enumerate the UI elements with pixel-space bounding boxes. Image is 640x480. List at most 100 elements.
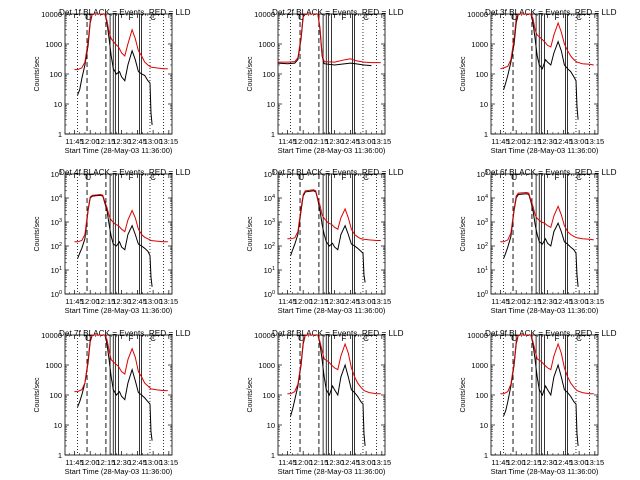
y-tick-label: 100 — [49, 70, 62, 79]
x-axis-label: Start Time (28-May-03 11:36:00) — [278, 467, 386, 476]
y-tick-label: 10 — [480, 421, 488, 430]
x-tick-label: 13:00 — [570, 137, 589, 146]
x-tick-label: 13:00 — [144, 137, 163, 146]
x-tick-label: 12:30 — [112, 458, 131, 467]
y-tick-label: 103 — [477, 218, 488, 227]
x-tick-label: 12:45 — [341, 137, 360, 146]
y-tick-label: 10000 — [254, 10, 275, 19]
y-tick-label: 100 — [477, 290, 488, 299]
x-tick-label: 12:15 — [523, 137, 542, 146]
y-tick-label: 1 — [58, 130, 62, 139]
x-tick-label: 11:45 — [278, 297, 296, 306]
plot-title: Det 6f BLACK = Events, RED = LLD — [485, 168, 617, 177]
x-axis-label: Start Time (28-May-03 11:36:00) — [278, 146, 386, 155]
attenuator-annotation: F — [342, 334, 347, 343]
y-tick-label: 1000 — [45, 361, 62, 370]
x-axis-label: Start Time (28-May-03 11:36:00) — [491, 467, 599, 476]
attenuator-annotation: C — [576, 334, 582, 343]
attenuator-annotation: C — [85, 173, 91, 182]
series-line-lld — [74, 193, 168, 243]
y-tick-label: 103 — [51, 218, 62, 227]
attenuator-annotation: C — [363, 173, 369, 182]
x-tick-label: 12:45 — [554, 458, 573, 467]
y-axis-label: Counts/sec — [460, 377, 467, 413]
x-tick-label: 12:00 — [81, 458, 100, 467]
x-axis-label: Start Time (28-May-03 11:36:00) — [65, 146, 173, 155]
plot-title: Det 4f BLACK = Events, RED = LLD — [59, 168, 191, 177]
attenuator-annotation: F — [342, 173, 347, 182]
y-axis-label: Counts/sec — [34, 216, 41, 252]
x-tick-label: 12:30 — [538, 137, 557, 146]
y-tick-label: 10000 — [41, 331, 62, 340]
series-line-lld — [287, 189, 381, 241]
x-tick-label: 12:45 — [554, 297, 573, 306]
attenuator-annotation: C — [511, 173, 517, 182]
attenuator-annotation: C — [363, 334, 369, 343]
subplot-det-2: Det 2f BLACK = Events, RED = LLD 1 10 100 10… — [247, 8, 404, 155]
x-tick-label: 12:45 — [128, 458, 147, 467]
x-tick-label: 11:45 — [278, 458, 296, 467]
x-tick-label: 13:00 — [570, 297, 589, 306]
plot-title: Det 3f BLACK = Events, RED = LLD — [485, 8, 617, 17]
attenuator-annotation: C — [85, 334, 91, 343]
x-tick-label: 13:15 — [372, 458, 391, 467]
x-tick-label: 11:45 — [65, 137, 83, 146]
y-tick-label: 100 — [49, 391, 62, 400]
y-axis-label: Counts/sec — [34, 56, 41, 92]
x-tick-label: 13:00 — [357, 458, 376, 467]
x-tick-label: 13:15 — [585, 458, 604, 467]
subplot-det-1: Det 1f BLACK = Events, RED = LLD 1 10 100 10… — [34, 8, 191, 155]
y-axis-label: Counts/sec — [460, 56, 467, 92]
y-tick-label: 103 — [264, 218, 275, 227]
x-tick-label: 11:45 — [491, 458, 509, 467]
x-tick-label: 12:00 — [507, 458, 526, 467]
y-tick-label: 10000 — [254, 331, 275, 340]
x-tick-label: 12:30 — [325, 458, 344, 467]
x-tick-label: 12:00 — [507, 297, 526, 306]
attenuator-annotation: C — [150, 13, 156, 22]
y-tick-label: 102 — [51, 242, 62, 251]
attenuator-annotation: C — [576, 13, 582, 22]
x-tick-label: 13:15 — [159, 137, 178, 146]
x-tick-label: 12:00 — [294, 297, 313, 306]
y-axis-label: Counts/sec — [34, 377, 41, 413]
y-tick-label: 10000 — [467, 10, 488, 19]
x-tick-label: 12:30 — [538, 297, 557, 306]
y-tick-label: 1 — [484, 130, 488, 139]
x-tick-label: 12:00 — [81, 297, 100, 306]
y-tick-label: 1000 — [45, 40, 62, 49]
subplot-det-9: Det 9f BLACK = Events, RED = LLD 1 10 100 10… — [460, 329, 617, 476]
x-tick-label: 11:45 — [65, 458, 83, 467]
x-tick-label: 12:15 — [97, 137, 116, 146]
attenuator-annotation: F — [129, 13, 134, 22]
x-tick-label: 13:15 — [585, 137, 604, 146]
series-line-events — [77, 194, 153, 287]
series-line-events — [503, 13, 579, 120]
x-tick-label: 12:45 — [554, 137, 573, 146]
y-tick-label: 1 — [58, 451, 62, 460]
subplot-det-3: Det 3f BLACK = Events, RED = LLD 1 10 100 10… — [460, 8, 617, 155]
plot-title: Det 9f BLACK = Events, RED = LLD — [485, 329, 617, 338]
x-tick-label: 12:15 — [523, 458, 542, 467]
attenuator-annotation: C — [511, 334, 517, 343]
attenuator-annotation: C — [298, 334, 304, 343]
y-tick-label: 104 — [477, 194, 488, 203]
x-axis-label: Start Time (28-May-03 11:36:00) — [491, 306, 599, 315]
y-tick-label: 10000 — [467, 331, 488, 340]
x-tick-label: 12:45 — [341, 458, 360, 467]
subplot-det-6: Det 6f BLACK = Events, RED = LLD 100 101 10… — [460, 168, 617, 315]
y-tick-label: 10 — [267, 100, 275, 109]
y-tick-label: 1000 — [258, 361, 275, 370]
x-axis-label: Start Time (28-May-03 11:36:00) — [65, 467, 173, 476]
x-tick-label: 12:15 — [97, 297, 116, 306]
attenuator-annotation: F — [129, 173, 134, 182]
attenuator-annotation: C — [150, 334, 156, 343]
attenuator-annotation: F — [555, 173, 560, 182]
x-tick-label: 12:15 — [310, 137, 329, 146]
x-tick-label: 12:45 — [128, 137, 147, 146]
x-tick-label: 12:00 — [294, 137, 313, 146]
x-tick-label: 12:15 — [310, 297, 329, 306]
y-tick-label: 102 — [264, 242, 275, 251]
x-tick-label: 13:00 — [144, 297, 163, 306]
